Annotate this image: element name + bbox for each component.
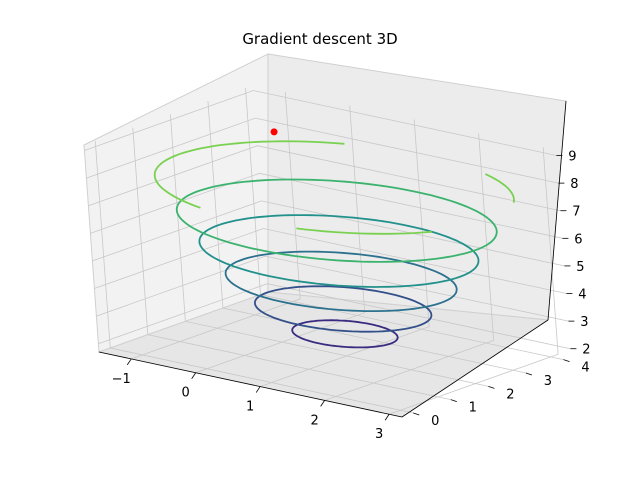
y-tick-label: 4 bbox=[581, 361, 589, 376]
z-tick-label: 3 bbox=[580, 315, 588, 330]
y-tick bbox=[488, 385, 495, 389]
contour-line bbox=[153, 140, 515, 235]
x-tick-label: 2 bbox=[310, 413, 318, 428]
x-tick bbox=[320, 400, 325, 407]
grid-line-y bbox=[207, 100, 527, 374]
axes-panes bbox=[83, 53, 567, 418]
z-axis-line bbox=[547, 100, 567, 321]
grid-line-z bbox=[90, 172, 563, 239]
x-tick bbox=[384, 414, 390, 421]
y-tick-label: 2 bbox=[506, 387, 514, 402]
grid-line-z bbox=[98, 283, 571, 350]
contour-line bbox=[253, 285, 433, 333]
grid-line-z bbox=[88, 145, 561, 212]
y-tick bbox=[413, 412, 420, 416]
grid-line-x bbox=[388, 147, 559, 415]
y-tick bbox=[525, 372, 533, 376]
grid-line-x bbox=[131, 91, 301, 360]
tick-labels: −1 0 1 2 3 0 1 2 3 4 2 3 4 5 6 7 8 9 bbox=[112, 150, 591, 443]
x-tick bbox=[191, 372, 197, 379]
grid-line-z bbox=[84, 90, 557, 156]
grid-line-x bbox=[324, 133, 495, 401]
current-point bbox=[270, 128, 278, 136]
x-tick-label: −1 bbox=[112, 372, 131, 387]
grid-line-x bbox=[260, 119, 430, 387]
contour-line bbox=[224, 250, 458, 312]
grid-line-y bbox=[169, 114, 489, 387]
grid-line-y bbox=[132, 127, 451, 401]
z-tick-label: 7 bbox=[572, 205, 580, 220]
y-tick bbox=[563, 359, 570, 363]
axis-lines bbox=[98, 100, 567, 418]
grid-line-y bbox=[94, 140, 414, 414]
z-tick-label: 2 bbox=[582, 343, 590, 358]
grid-line-z bbox=[96, 255, 569, 322]
z-tick-label: 6 bbox=[574, 232, 582, 247]
x-tick-label: 1 bbox=[246, 400, 254, 415]
z-tick-label: 9 bbox=[568, 150, 576, 165]
z-tick-label: 8 bbox=[570, 177, 578, 192]
x-tick bbox=[255, 386, 261, 393]
x-axis-line bbox=[98, 351, 403, 418]
y-tick-label: 3 bbox=[544, 374, 552, 389]
grid-line-z bbox=[94, 228, 567, 294]
x-tick bbox=[126, 358, 132, 366]
data-series bbox=[153, 128, 515, 349]
chart-title: Gradient descent 3D bbox=[242, 30, 397, 48]
grid-line-z bbox=[86, 117, 559, 184]
y-tick-label: 1 bbox=[469, 401, 477, 416]
x-tick-label: 3 bbox=[375, 427, 383, 442]
y-axis-line bbox=[401, 319, 549, 418]
y-tick bbox=[450, 399, 457, 403]
contour-line bbox=[198, 214, 480, 288]
back-pane bbox=[267, 53, 567, 321]
y-tick-label: 0 bbox=[431, 414, 439, 429]
z-tick-label: 5 bbox=[576, 260, 584, 275]
grid-lines bbox=[84, 87, 571, 415]
z-tick-label: 4 bbox=[578, 288, 586, 303]
contour-line bbox=[175, 178, 498, 263]
x-tick-label: 0 bbox=[182, 386, 190, 401]
grid-line-x bbox=[195, 105, 366, 374]
